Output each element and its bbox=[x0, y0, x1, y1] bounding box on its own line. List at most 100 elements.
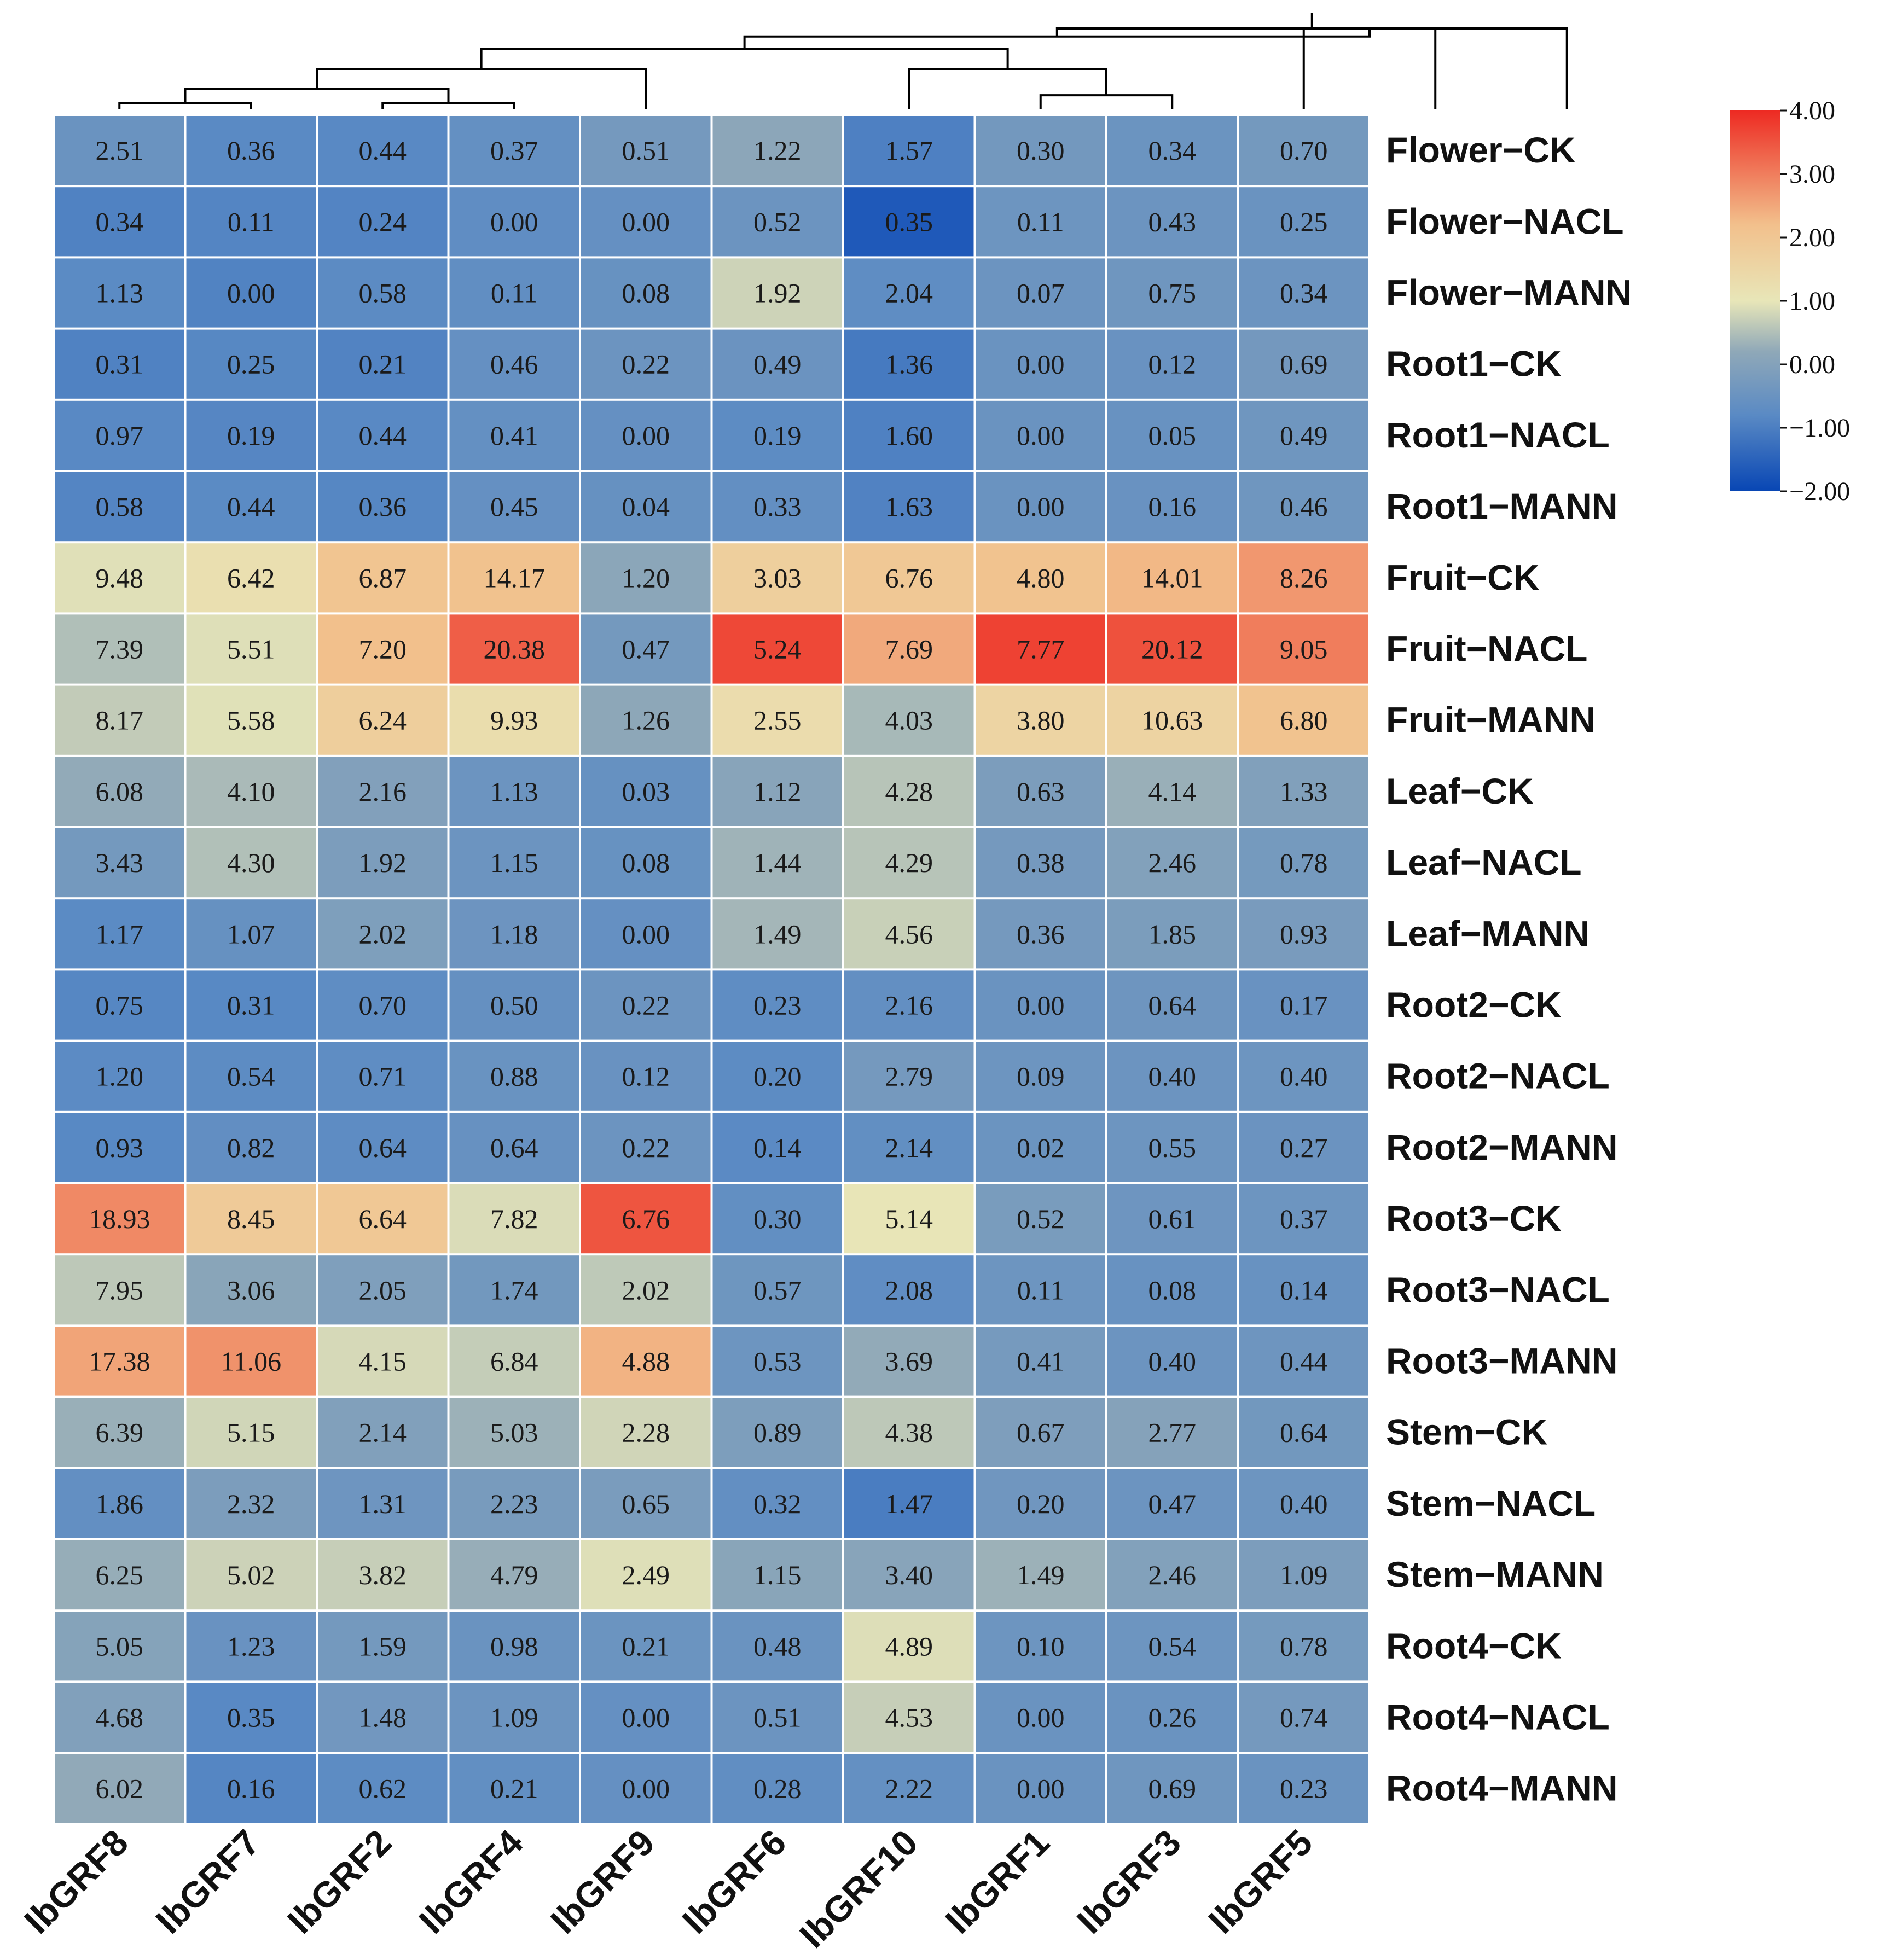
cell-value-label: 0.16 bbox=[227, 1773, 275, 1804]
heatmap-cell bbox=[712, 828, 842, 898]
heatmap-cell bbox=[712, 1398, 842, 1467]
cell-value-label: 0.64 bbox=[490, 1132, 538, 1163]
colorbar-tick-label: 4.00 bbox=[1789, 96, 1835, 125]
cell-value-label: 0.35 bbox=[885, 206, 933, 237]
row-label: Root3−MANN bbox=[1386, 1341, 1618, 1381]
cell-value-label: 0.41 bbox=[490, 420, 538, 451]
column-label: IbGRF8 bbox=[16, 1822, 136, 1941]
cell-value-label: 4.28 bbox=[885, 776, 933, 807]
cell-value-label: 8.17 bbox=[96, 705, 144, 736]
heatmap-cell bbox=[186, 970, 316, 1040]
heatmap-cell bbox=[844, 1042, 974, 1111]
row-label: Fruit−CK bbox=[1386, 557, 1540, 597]
cell-value-label: 0.21 bbox=[622, 1631, 670, 1661]
cell-value-label: 0.22 bbox=[622, 1132, 670, 1163]
cell-value-label: 0.40 bbox=[1280, 1488, 1328, 1519]
heatmap-cell bbox=[844, 970, 974, 1040]
heatmap-cell bbox=[1239, 1540, 1368, 1610]
row-label: Root1−MANN bbox=[1386, 486, 1618, 526]
heatmap-cell bbox=[1239, 1683, 1368, 1752]
heatmap-cell bbox=[1107, 472, 1237, 542]
row-label: Root3−NACL bbox=[1386, 1269, 1610, 1310]
heatmap-cell bbox=[1107, 1398, 1237, 1467]
cell-value-label: 2.79 bbox=[885, 1061, 933, 1092]
heatmap-cell bbox=[55, 970, 184, 1040]
cell-value-label: 0.45 bbox=[490, 491, 538, 522]
cell-value-label: 2.14 bbox=[885, 1132, 933, 1163]
cell-value-label: 0.09 bbox=[1017, 1061, 1065, 1092]
cell-value-label: 5.51 bbox=[227, 634, 275, 665]
heatmap-cell bbox=[844, 187, 974, 257]
heatmap-cell bbox=[55, 1042, 184, 1111]
heatmap-cell bbox=[55, 1113, 184, 1182]
heatmap-cell bbox=[318, 1683, 448, 1752]
cell-value-label: 0.04 bbox=[622, 491, 670, 522]
cell-value-label: 5.15 bbox=[227, 1417, 275, 1448]
cell-value-label: 0.37 bbox=[490, 135, 538, 166]
heatmap-cell bbox=[976, 1113, 1105, 1182]
heatmap-cell bbox=[844, 400, 974, 470]
heatmap-cell bbox=[186, 258, 316, 328]
heatmap-cell bbox=[1239, 1398, 1368, 1467]
cell-value-label: 2.28 bbox=[622, 1417, 670, 1448]
heatmap-cell bbox=[186, 116, 316, 185]
cell-value-label: 0.22 bbox=[622, 349, 670, 380]
cell-value-label: 7.69 bbox=[885, 634, 933, 665]
heatmap-cell bbox=[844, 1612, 974, 1681]
heatmap-cell bbox=[1239, 1327, 1368, 1396]
row-label: Root3−CK bbox=[1386, 1198, 1562, 1238]
heatmap-cell bbox=[844, 757, 974, 826]
cell-value-label: 0.57 bbox=[753, 1275, 802, 1305]
row-label: Leaf−CK bbox=[1386, 771, 1534, 811]
cell-value-label: 0.62 bbox=[359, 1773, 407, 1804]
cell-value-label: 0.25 bbox=[1280, 206, 1328, 237]
cell-value-label: 3.40 bbox=[885, 1560, 933, 1590]
heatmap-cell bbox=[55, 400, 184, 470]
heatmap-cell bbox=[581, 1754, 711, 1823]
heatmap-cell bbox=[1239, 543, 1368, 613]
cell-value-label: 0.52 bbox=[1017, 1203, 1065, 1234]
heatmap-cell bbox=[1107, 116, 1237, 185]
dendrogram-link bbox=[381, 102, 515, 109]
heatmap-cell bbox=[1107, 400, 1237, 470]
cell-value-label: 1.92 bbox=[359, 847, 407, 878]
heatmap-cell bbox=[1239, 1184, 1368, 1254]
cell-value-label: 0.12 bbox=[1148, 349, 1197, 380]
heatmap-cell bbox=[318, 828, 448, 898]
heatmap-cell bbox=[186, 1113, 316, 1182]
row-label: Fruit−NACL bbox=[1386, 629, 1587, 669]
heatmap-cell bbox=[712, 685, 842, 755]
heatmap-cell bbox=[1107, 757, 1237, 826]
heatmap-cell bbox=[318, 1184, 448, 1254]
cell-value-label: 0.70 bbox=[1280, 135, 1328, 166]
heatmap-cell bbox=[1239, 1255, 1368, 1325]
cell-value-label: 4.10 bbox=[227, 776, 275, 807]
cell-value-label: 2.16 bbox=[359, 776, 407, 807]
cell-value-label: 2.49 bbox=[622, 1560, 670, 1590]
heatmap-cell bbox=[976, 400, 1105, 470]
column-label: IbGRF5 bbox=[1200, 1822, 1320, 1941]
heatmap-cell bbox=[712, 1255, 842, 1325]
heatmap-cell bbox=[1107, 1042, 1237, 1111]
cell-value-label: 0.55 bbox=[1148, 1132, 1197, 1163]
row-label: Root4−CK bbox=[1386, 1625, 1562, 1666]
heatmap-cell bbox=[55, 472, 184, 542]
heatmap-cell bbox=[844, 1540, 974, 1610]
cell-value-label: 20.12 bbox=[1141, 634, 1203, 665]
heatmap-cell bbox=[976, 1042, 1105, 1111]
cell-value-label: 0.36 bbox=[1017, 918, 1065, 949]
cell-value-label: 4.29 bbox=[885, 847, 933, 878]
cell-value-label: 0.05 bbox=[1148, 420, 1197, 451]
heatmap-cell bbox=[55, 329, 184, 399]
heatmap-cell bbox=[581, 543, 711, 613]
heatmap-cell bbox=[318, 1469, 448, 1538]
heatmap-cell bbox=[844, 1255, 974, 1325]
cell-value-label: 0.98 bbox=[490, 1631, 538, 1661]
column-label: IbGRF1 bbox=[937, 1822, 1057, 1941]
cell-value-label: 0.00 bbox=[1017, 420, 1065, 451]
cell-value-label: 1.15 bbox=[490, 847, 538, 878]
cell-value-label: 0.35 bbox=[227, 1702, 275, 1733]
cell-value-label: 0.64 bbox=[1280, 1417, 1328, 1448]
heatmap-cell bbox=[186, 187, 316, 257]
